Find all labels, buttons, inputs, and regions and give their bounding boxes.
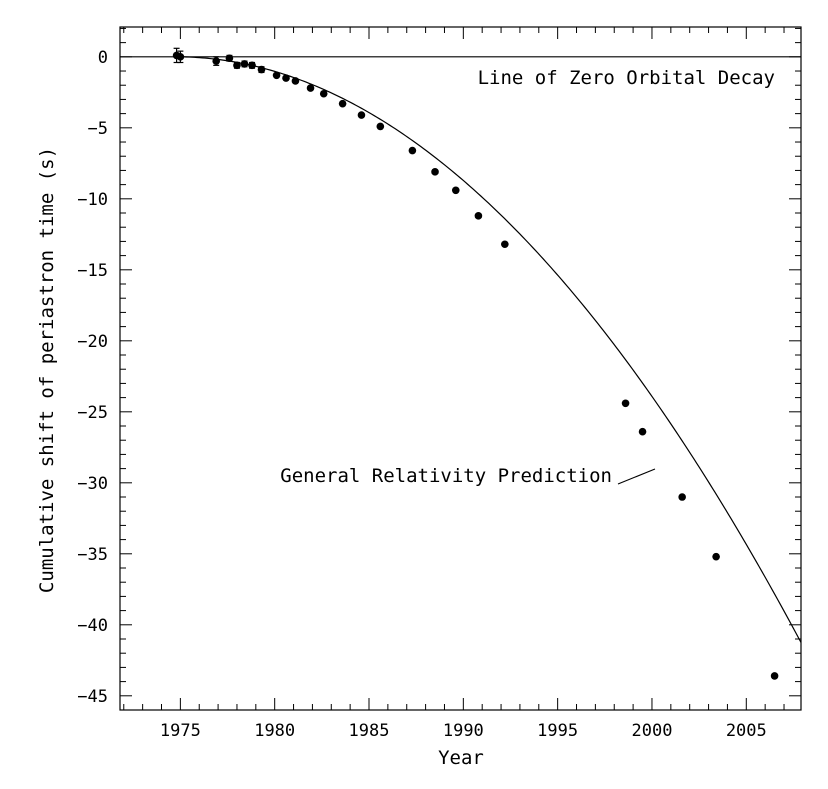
data-point — [770, 672, 779, 680]
general-relativity-curve — [176, 56, 802, 643]
y-tick-label: −20 — [77, 332, 108, 352]
curve-label: General Relativity Prediction — [280, 465, 612, 487]
data-point — [212, 57, 221, 65]
data-point — [376, 122, 385, 131]
data-point — [638, 427, 647, 436]
y-tick-label: −40 — [77, 616, 108, 636]
y-tick-label: −30 — [77, 474, 108, 494]
data-point — [306, 84, 315, 92]
data-point — [291, 77, 300, 85]
y-tick-label: −15 — [77, 261, 108, 281]
y-tick-label: −35 — [77, 545, 108, 565]
data-point — [431, 168, 439, 176]
x-tick-label: 1985 — [349, 721, 390, 741]
y-tick-label: −25 — [77, 403, 108, 423]
data-point — [408, 146, 417, 155]
x-axis-title: Year — [438, 747, 484, 769]
x-tick-label: 1995 — [537, 721, 578, 741]
data-point — [257, 65, 266, 74]
data-point — [474, 212, 483, 220]
data-point — [451, 186, 460, 195]
y-axis-title: Cumulative shift of periastron time (s) — [36, 147, 58, 593]
y-tick-labels: 0 −5 −10 −15 −20 −25 −30 −35 −40 −45 — [77, 48, 108, 707]
data-point — [248, 61, 256, 70]
data-point — [225, 54, 234, 63]
axis-ticks — [120, 27, 801, 711]
x-tick-label: 2000 — [631, 721, 672, 741]
y-tick-label: −5 — [88, 119, 108, 139]
data-point — [621, 399, 630, 408]
data-point — [319, 89, 328, 98]
data-point — [240, 60, 249, 68]
zero-line-label: Line of Zero Orbital Decay — [478, 67, 775, 89]
data-point — [176, 53, 185, 61]
y-tick-label: −10 — [77, 190, 108, 210]
data-point — [233, 61, 241, 70]
data-point — [712, 552, 720, 561]
data-point — [357, 111, 366, 119]
data-point — [338, 99, 347, 108]
data-points — [172, 47, 779, 680]
x-tick-labels: 1975 1980 1985 1990 1995 2000 2005 — [160, 721, 767, 741]
y-tick-label: 0 — [98, 48, 108, 68]
plot-frame — [119, 26, 802, 711]
y-tick-label: −45 — [77, 687, 108, 707]
x-tick-label: 1990 — [443, 721, 484, 741]
data-point — [282, 74, 290, 82]
data-point — [272, 71, 281, 80]
x-tick-label: 1980 — [254, 721, 295, 741]
curve-label-pointer — [617, 468, 656, 485]
x-tick-label: 1975 — [160, 721, 201, 741]
data-point — [501, 240, 509, 249]
data-point — [678, 493, 686, 501]
x-tick-label: 2005 — [726, 721, 767, 741]
